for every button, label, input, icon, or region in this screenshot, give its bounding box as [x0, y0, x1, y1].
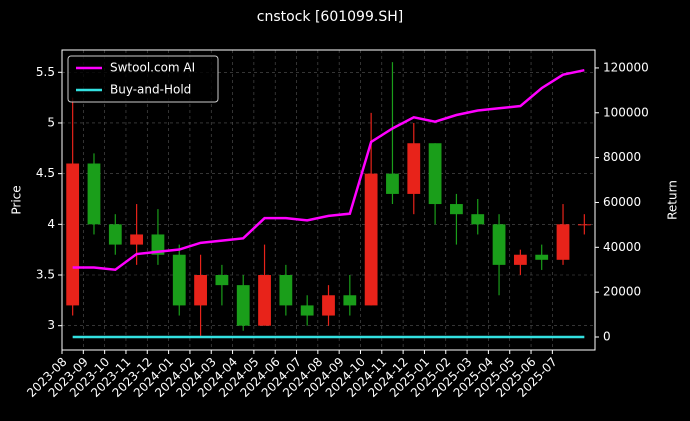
y-axis-label: Price: [10, 185, 24, 214]
candle-body: [450, 204, 463, 215]
candle-body: [428, 143, 442, 205]
candle-body: [386, 173, 399, 194]
candle-body: [130, 234, 144, 245]
candle-body: [471, 214, 485, 225]
candle-body: [556, 224, 570, 260]
y2-tick-label: 0: [603, 329, 611, 343]
candle-body: [194, 275, 207, 306]
candle-body: [407, 143, 421, 194]
y2-tick-label: 100000: [603, 105, 649, 119]
candle-body: [236, 285, 250, 326]
candle-body: [343, 295, 357, 306]
y-tick-label: 5.5: [36, 65, 55, 79]
y2-axis-label: Return: [666, 180, 680, 220]
candle-body: [151, 234, 165, 255]
legend-label: Swtool.com AI: [110, 61, 195, 75]
candle-body: [172, 254, 186, 306]
legend-label: Buy-and-Hold: [110, 83, 191, 97]
chart-title: cnstock [601099.SH]: [257, 9, 403, 25]
candle-body: [535, 254, 549, 260]
y-tick-label: 4.5: [36, 166, 55, 180]
candle-body: [258, 275, 271, 326]
candle-body: [108, 224, 122, 245]
y2-tick-label: 120000: [603, 60, 649, 74]
y-tick-label: 3.5: [36, 268, 55, 282]
candle-body: [87, 163, 101, 225]
candle-body: [577, 224, 591, 226]
plot-frame: [61, 49, 596, 351]
y2-tick-label: 80000: [603, 150, 641, 164]
candle-body: [364, 173, 378, 306]
candle-body: [66, 163, 80, 306]
y2-tick-label: 40000: [603, 240, 641, 254]
candle-body: [513, 254, 527, 265]
candle-body: [215, 275, 229, 286]
y2-tick-label: 60000: [603, 195, 641, 209]
y-tick-label: 4: [47, 217, 55, 231]
legend-box: [67, 55, 219, 103]
y-tick-label: 3: [47, 318, 55, 332]
candle-body: [279, 275, 293, 306]
y-tick-label: 5: [47, 115, 55, 129]
candle-body: [492, 224, 506, 265]
y2-tick-label: 20000: [603, 285, 641, 299]
line-series: [72, 68, 585, 272]
candle-body: [322, 295, 335, 316]
candle-body: [300, 305, 314, 316]
